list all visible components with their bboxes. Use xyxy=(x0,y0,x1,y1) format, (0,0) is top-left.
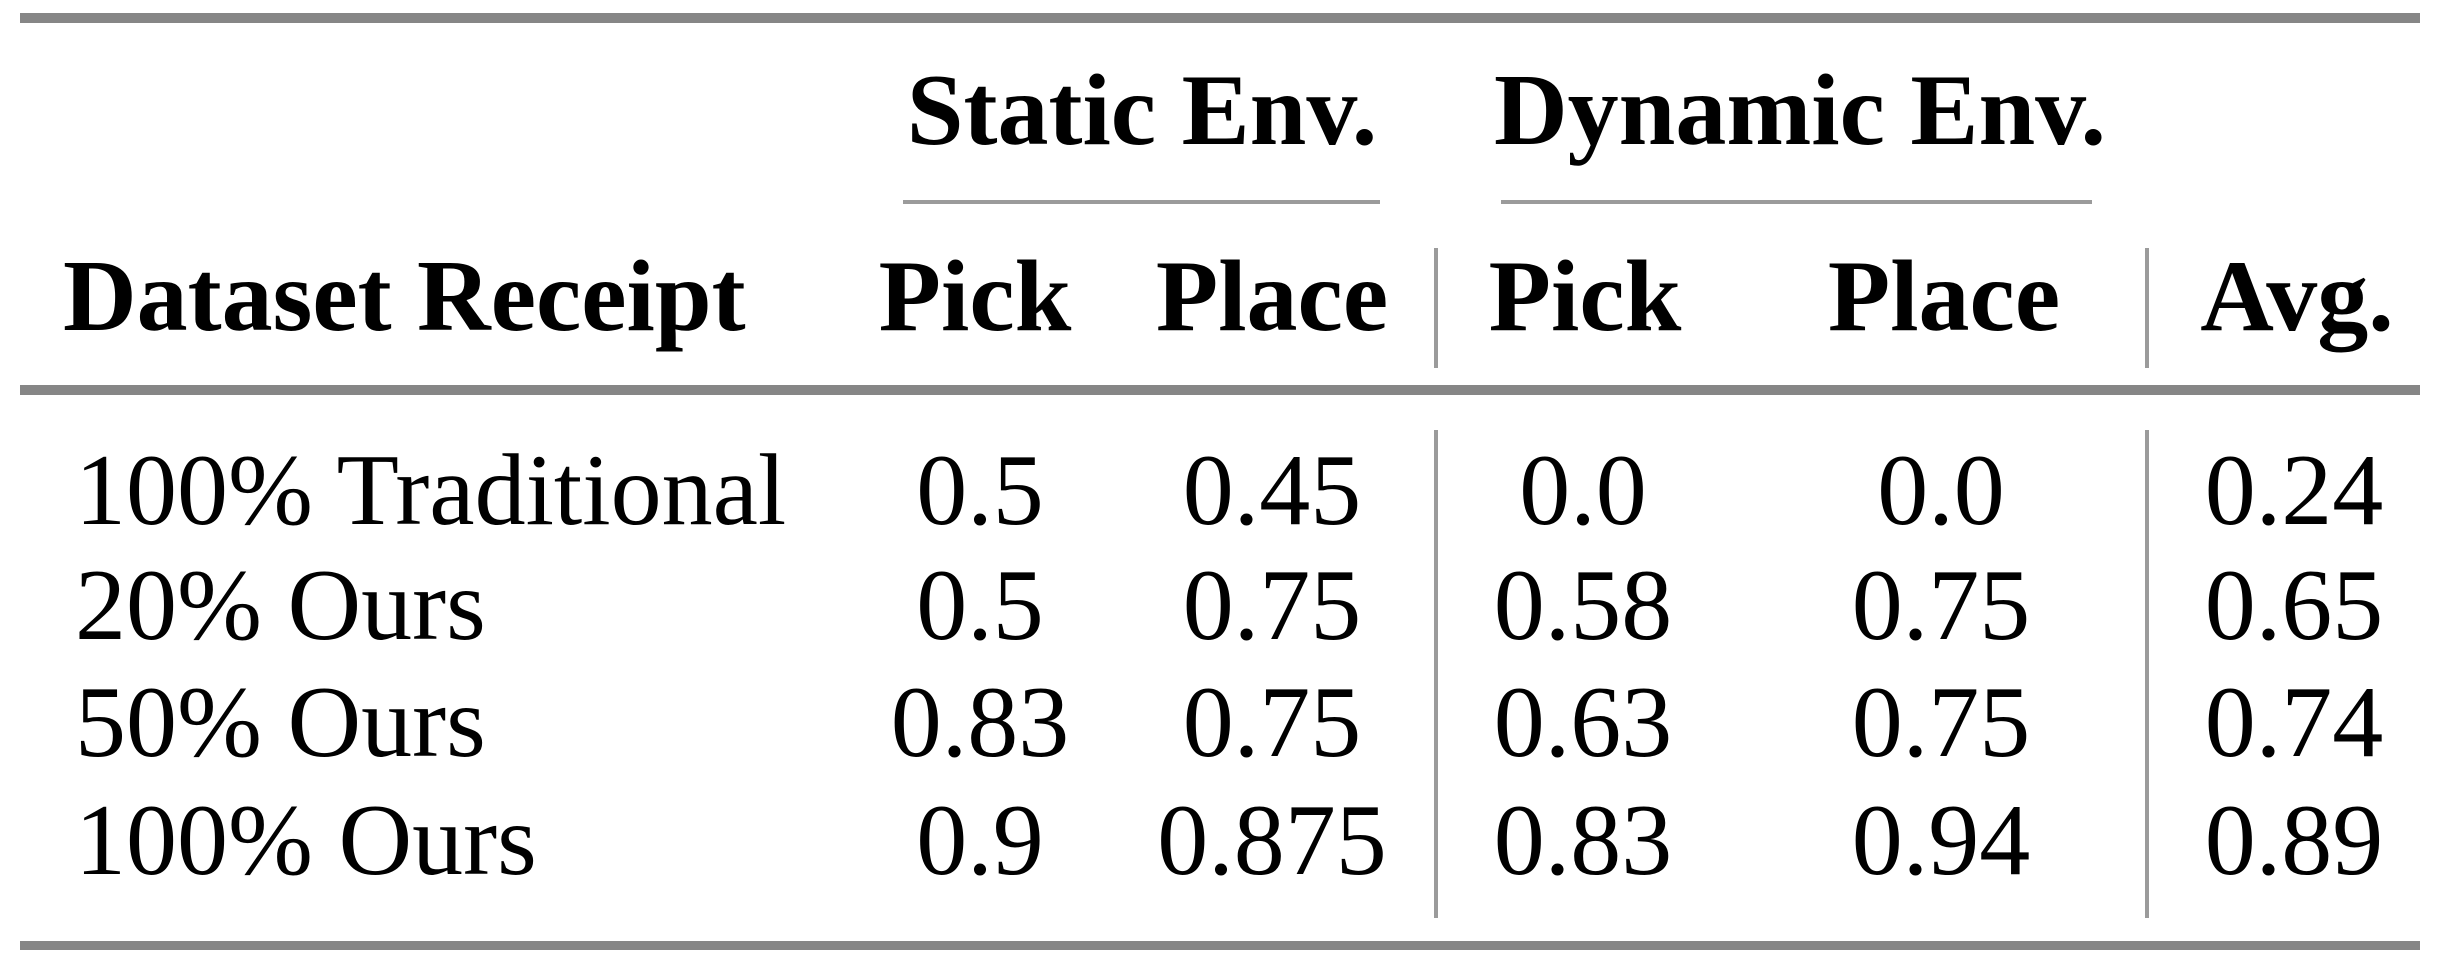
cell-static-place: 0.75 xyxy=(1182,666,1362,779)
cell-avg: 0.65 xyxy=(2204,549,2384,662)
cell-static-pick: 0.83 xyxy=(890,666,1070,779)
cell-static-pick: 0.5 xyxy=(916,434,1044,547)
cell-dynamic-pick: 0.83 xyxy=(1493,784,1673,897)
group-header-static-env: Static Env. xyxy=(906,54,1378,167)
column-header-static-place: Place xyxy=(1155,240,1389,353)
header-body-rule xyxy=(20,385,2420,395)
cell-dynamic-place: 0.0 xyxy=(1877,434,2005,547)
column-header-static-pick: Pick xyxy=(878,240,1072,353)
cell-dynamic-place: 0.94 xyxy=(1851,784,2031,897)
column-header-avg: Avg. xyxy=(2200,240,2394,353)
cell-avg: 0.74 xyxy=(2204,666,2384,779)
vertical-rule-avg-body xyxy=(2145,430,2149,918)
group-header-dynamic-env: Dynamic Env. xyxy=(1493,54,2107,167)
vertical-rule-avg-header xyxy=(2145,248,2149,368)
row-label-20pct-ours: 20% Ours xyxy=(75,549,486,662)
cell-dynamic-place: 0.75 xyxy=(1851,666,2031,779)
vertical-rule-static-dynamic-header xyxy=(1434,248,1438,368)
cell-dynamic-pick: 0.63 xyxy=(1493,666,1673,779)
cell-avg: 0.24 xyxy=(2204,434,2384,547)
cell-static-place: 0.875 xyxy=(1157,784,1387,897)
column-header-dataset-receipt: Dataset Receipt xyxy=(63,240,746,353)
cmidrule-dynamic-env xyxy=(1501,200,2092,204)
vertical-rule-static-dynamic-body xyxy=(1434,430,1438,918)
cell-static-pick: 0.9 xyxy=(916,784,1044,897)
bottom-rule xyxy=(20,941,2420,950)
cell-static-place: 0.45 xyxy=(1182,434,1362,547)
row-label-100pct-ours: 100% Ours xyxy=(75,784,537,897)
cell-dynamic-pick: 0.58 xyxy=(1493,549,1673,662)
column-header-dynamic-place: Place xyxy=(1827,240,2061,353)
column-header-dynamic-pick: Pick xyxy=(1488,240,1682,353)
cell-avg: 0.89 xyxy=(2204,784,2384,897)
cell-dynamic-pick: 0.0 xyxy=(1519,434,1647,547)
top-rule xyxy=(20,13,2420,23)
cell-dynamic-place: 0.75 xyxy=(1851,549,2031,662)
cell-static-place: 0.75 xyxy=(1182,549,1362,662)
cmidrule-static-env xyxy=(903,200,1380,204)
row-label-100pct-traditional: 100% Traditional xyxy=(75,434,787,547)
cell-static-pick: 0.5 xyxy=(916,549,1044,662)
row-label-50pct-ours: 50% Ours xyxy=(75,666,486,779)
